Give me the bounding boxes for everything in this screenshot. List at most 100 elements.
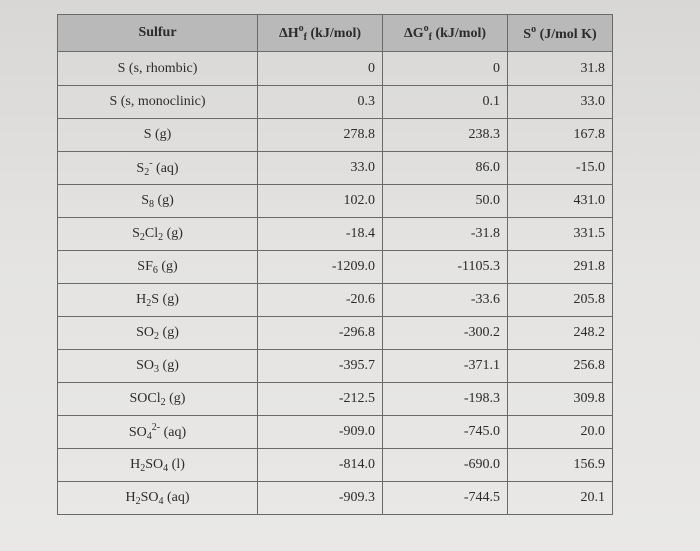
enthalpy-cell: 33.0 [257,151,383,185]
species-text: S (s, rhombic) [117,60,198,76]
gibbs-cell: -31.8 [382,217,508,251]
table-row: S (s, monoclinic) 0.3 0.1 33.0 [57,85,613,119]
header-superscript: o [423,23,429,34]
table-row: SO2 (g) -296.8 -300.2 248.2 [57,316,613,350]
species-text: S (g) [143,127,172,142]
species-text: S [132,225,140,241]
enthalpy-cell: 102.0 [257,184,383,218]
species-cell: SOCl2 (g) [57,382,258,416]
enthalpy-cell: 0 [257,51,383,86]
entropy-cell: 331.5 [507,217,613,251]
species-cell: SF6 (g) [57,250,258,284]
species-subscript: 3 [154,363,160,375]
table-row: SF6 (g) -1209.0 -1105.3 291.8 [57,250,613,284]
species-text: (g) [159,324,179,340]
table-row: S2- (aq) 33.0 86.0 -15.0 [57,151,613,185]
header-symbol: S [523,26,532,42]
species-text: Cl [144,225,159,241]
species-subscript: 8 [148,198,154,210]
gibbs-cell: 0.1 [382,85,508,119]
enthalpy-cell: -395.7 [257,349,383,383]
species-text: (aq) [152,161,179,176]
header-unit: (J/mol K) [536,26,597,42]
species-subscript: 2 [144,167,150,178]
enthalpy-cell: -814.0 [257,448,383,482]
species-cell: SO2 (g) [57,316,258,350]
species-subscript: 2 [158,231,164,243]
entropy-cell: 431.0 [507,184,613,218]
entropy-cell: 156.9 [507,448,613,482]
gibbs-cell: 238.3 [382,118,508,152]
header-unit: (kJ/mol) [306,26,362,41]
gibbs-cell: -198.3 [382,382,508,416]
table-row: SO42- (aq) -909.0 -745.0 20.0 [57,415,613,449]
table-row: S (s, rhombic) 0 0 31.8 [57,51,613,86]
enthalpy-cell: -212.5 [257,382,383,416]
species-cell: H2SO4 (l) [57,448,258,482]
entropy-cell: -15.0 [507,151,613,185]
species-superscript: - [149,158,153,169]
species-cell: SO3 (g) [57,349,258,383]
entropy-cell: 31.8 [507,51,613,86]
species-cell: H2SO4 (aq) [57,481,258,515]
header-enthalpy: ΔHof (kJ/mol) [257,14,383,52]
header-gibbs: ΔGof (kJ/mol) [382,14,508,52]
species-subscript: 2 [135,495,141,507]
species-text: SO [140,489,159,505]
enthalpy-cell: -20.6 [257,283,383,317]
species-subscript: 2 [146,297,152,309]
entropy-cell: 20.0 [507,415,613,449]
header-sulfur: Sulfur [57,14,258,52]
enthalpy-cell: -1209.0 [257,250,383,284]
entropy-cell: 33.0 [507,85,613,119]
species-text: SO [136,324,155,340]
table-row: SO3 (g) -395.7 -371.1 256.8 [57,349,613,383]
species-subscript: 2 [154,330,160,342]
species-cell: H2S (g) [57,283,258,317]
species-text: SO [145,456,164,472]
header-superscript: o [298,23,304,34]
species-text: (g) [159,357,179,373]
table-row: S2Cl2 (g) -18.4 -31.8 331.5 [57,217,613,251]
gibbs-cell: -1105.3 [382,250,508,284]
species-subscript: 4 [158,495,164,507]
gibbs-cell: -690.0 [382,448,508,482]
enthalpy-cell: -296.8 [257,316,383,350]
species-cell: S (s, monoclinic) [57,85,258,119]
species-text: H [130,456,141,472]
gibbs-cell: 86.0 [382,151,508,185]
species-text: S (g) [151,291,179,307]
sulfur-thermo-table: Sulfur ΔHof (kJ/mol) ΔGof (kJ/mol) So (J… [57,14,613,515]
species-text: H [136,291,147,307]
species-text: (aq) [163,489,190,505]
header-symbol: ΔG [403,26,424,41]
table-header-row: Sulfur ΔHof (kJ/mol) ΔGof (kJ/mol) So (J… [57,14,613,52]
species-cell: S (g) [57,118,258,152]
header-entropy: So (J/mol K) [507,14,613,52]
species-subscript: 6 [152,264,158,276]
header-subscript: f [428,32,432,43]
header-symbol: ΔH [278,26,299,41]
enthalpy-cell: -909.3 [257,481,383,515]
header-label: Sulfur [138,25,177,40]
species-subscript: 2 [139,231,145,243]
species-subscript: 4 [163,462,169,474]
gibbs-cell: -33.6 [382,283,508,317]
gibbs-cell: -745.0 [382,415,508,449]
gibbs-cell: 50.0 [382,184,508,218]
header-unit: (kJ/mol) [431,26,487,41]
entropy-cell: 167.8 [507,118,613,152]
species-text: S [136,161,145,176]
gibbs-cell: -300.2 [382,316,508,350]
species-text: (g) [165,390,186,406]
species-text: SF [137,258,153,274]
header-superscript: o [531,23,537,35]
species-text: SOCl [129,390,161,406]
species-cell: S8 (g) [57,184,258,218]
enthalpy-cell: -18.4 [257,217,383,251]
gibbs-cell: -371.1 [382,349,508,383]
species-text: S [141,192,149,208]
table-row: S (g) 278.8 238.3 167.8 [57,118,613,152]
enthalpy-cell: 0.3 [257,85,383,119]
table-row: SOCl2 (g) -212.5 -198.3 309.8 [57,382,613,416]
